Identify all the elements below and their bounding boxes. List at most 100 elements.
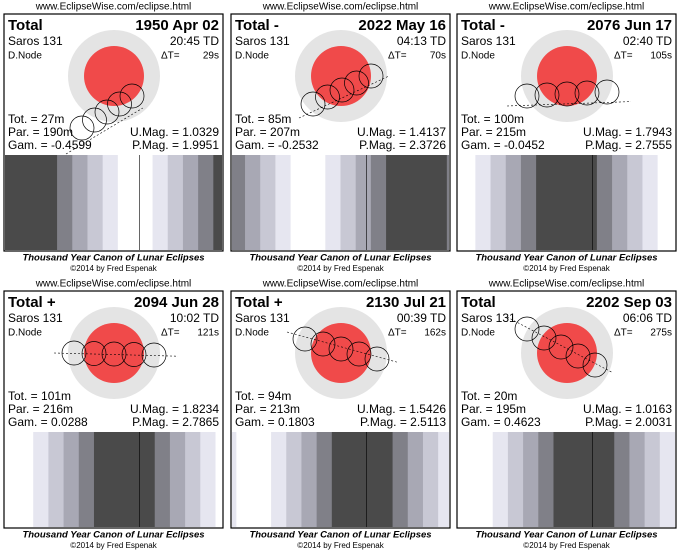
credit: ©2014 by Fred Espenak [297,541,384,550]
umag: U.Mag. = 1.5426 [357,402,446,416]
url: www.EclipseWise.com/eclipse.html [35,2,192,13]
node: D.Node [8,51,42,62]
umag: U.Mag. = 1.0163 [583,402,672,416]
delta-t-label: ΔT= [388,328,407,339]
moon [107,91,132,117]
moon [81,341,107,366]
delta-t: 275s [650,328,672,339]
umag: U.Mag. = 1.7943 [583,125,672,139]
delta-t: 121s [197,328,219,339]
delta-t-label: ΔT= [388,51,407,62]
url: www.EclipseWise.com/eclipse.html [488,2,645,13]
moon [534,82,560,108]
moon [292,326,318,352]
delta-t-label: ΔT= [161,51,180,62]
umbra [537,323,597,383]
moon [554,81,580,107]
time: 02:40 TD [623,34,672,48]
date: 1950 Apr 02 [135,17,219,34]
moon [315,84,340,110]
shadow-band [93,432,155,527]
shadow-band [232,432,237,527]
time: 06:06 TD [623,311,672,325]
eclipse-type: Total + [235,294,283,311]
moon [310,331,336,357]
shadow-band [386,155,447,250]
credit: ©2014 by Fred Espenak [297,264,384,273]
pmag: P.Mag. = 2.7865 [132,415,219,429]
node: D.Node [235,328,269,339]
shadow-band [553,432,615,527]
credit: ©2014 by Fred Espenak [70,541,157,550]
pmag: P.Mag. = 2.5113 [360,415,446,429]
moon [121,342,147,367]
saros: Saros 131 [461,311,516,325]
eclipse-type: Total - [235,17,279,34]
date: 2022 May 16 [358,17,446,34]
node: D.Node [235,51,269,62]
date: 2202 Sep 03 [586,294,672,311]
moon-path [506,101,632,107]
credit: ©2014 by Fred Espenak [523,264,610,273]
saros: Saros 131 [235,311,290,325]
credit: ©2014 by Fred Espenak [523,541,610,550]
moon [514,316,540,342]
moon [514,83,540,109]
shadow-band [213,155,222,250]
eclipse-type: Total - [461,17,505,34]
node: D.Node [461,51,495,62]
moon [358,63,384,89]
moon [300,91,326,117]
moon [548,334,574,360]
moon [119,83,145,109]
moon [61,340,87,366]
url: www.EclipseWise.com/eclipse.html [488,279,645,290]
gamma: Gam. = 0.1803 [235,415,315,429]
canon: Thousand Year Canon of Lunar Eclipses [249,253,431,264]
saros: Saros 131 [461,34,516,48]
totality: Tot. = 27m [8,112,64,126]
pmag: P.Mag. = 1.9951 [132,138,219,152]
totality: Tot. = 94m [235,389,291,403]
moon-path [53,352,179,357]
moon [565,343,591,369]
totality: Tot. = 20m [461,389,517,403]
delta-t-label: ΔT= [614,328,633,339]
umbra [84,323,144,383]
moon [82,107,107,133]
moon [346,341,372,367]
date: 2076 Jun 17 [587,17,672,34]
gamma: Gam. = 0.0288 [8,415,88,429]
partial: Par. = 216m [8,402,73,416]
moon [531,325,557,351]
totality: Tot. = 100m [461,112,524,126]
moon [364,346,390,372]
moon-path [286,331,399,363]
date: 2130 Jul 21 [366,294,446,311]
umbra [84,46,144,106]
delta-t-label: ΔT= [614,51,633,62]
url: www.EclipseWise.com/eclipse.html [35,279,192,290]
canon: Thousand Year Canon of Lunar Eclipses [475,253,657,264]
moon [574,80,600,106]
delta-t: 70s [430,51,446,62]
canon: Thousand Year Canon of Lunar Eclipses [22,530,204,541]
gamma: Gam. = -0.4599 [8,138,92,152]
saros: Saros 131 [8,311,63,325]
url: www.EclipseWise.com/eclipse.html [262,2,419,13]
moon [329,77,355,103]
umag: U.Mag. = 1.8234 [130,402,219,416]
partial: Par. = 195m [461,402,526,416]
canon: Thousand Year Canon of Lunar Eclipses [22,253,204,264]
canon: Thousand Year Canon of Lunar Eclipses [249,530,431,541]
moon [94,99,120,125]
gamma: Gam. = -0.2532 [235,138,319,152]
pmag: P.Mag. = 2.0031 [585,415,672,429]
node: D.Node [8,328,42,339]
gamma: Gam. = -0.0452 [461,138,545,152]
delta-t: 105s [650,51,672,62]
eclipse-type: Total [8,17,43,34]
canon: Thousand Year Canon of Lunar Eclipses [475,530,657,541]
moon [344,70,369,96]
